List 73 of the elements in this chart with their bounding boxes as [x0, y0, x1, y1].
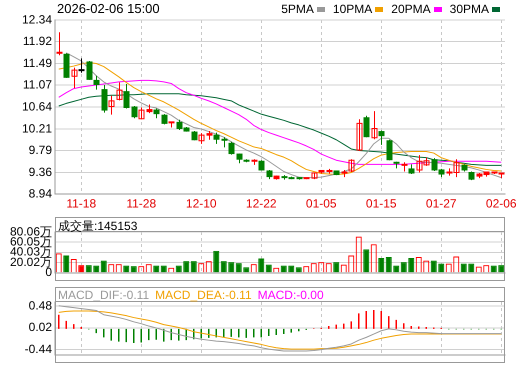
- bar: [213, 250, 220, 272]
- candlestick: [386, 139, 392, 161]
- candlestick: [56, 32, 62, 56]
- y-tick-label: 12.34: [22, 12, 52, 26]
- bar: [386, 257, 392, 272]
- bar: [258, 258, 264, 272]
- candlestick: [364, 115, 370, 138]
- x-tick-label: 01-15: [366, 196, 397, 211]
- bar: [220, 261, 227, 272]
- y-tick-label: 10.64: [22, 99, 52, 114]
- candlestick: [402, 162, 408, 172]
- y-tick-label: -0.44: [24, 342, 52, 356]
- candlestick: [154, 108, 160, 119]
- bar: [400, 262, 407, 272]
- legend-label: 10PMA: [332, 2, 372, 16]
- candlestick: [138, 107, 144, 120]
- candlestick: [266, 169, 272, 180]
- candlestick: [72, 67, 78, 89]
- candlestick: [228, 141, 234, 156]
- candlestick: [86, 60, 92, 80]
- x-tick-label: 01-05: [306, 196, 337, 211]
- bar: [100, 260, 107, 272]
- bar: [378, 258, 384, 272]
- x-tick-label: 12-22: [246, 196, 277, 211]
- candlestick: [162, 114, 168, 125]
- y-tick-label: 0.02: [28, 320, 52, 334]
- text: MACD:-0.00: [258, 288, 324, 302]
- x-tick-label: 01-27: [426, 196, 457, 211]
- y-tick-label: 9.36: [28, 164, 52, 179]
- y-tick-label: 11.07: [22, 77, 52, 92]
- legend-label: 5PMA: [281, 2, 314, 16]
- candlestick: [222, 136, 228, 148]
- candlestick: [408, 164, 414, 175]
- candlestick: [102, 84, 108, 114]
- candlestick: [378, 130, 384, 146]
- chart-title: 成交量:145153: [58, 218, 138, 235]
- candlestick: [108, 95, 114, 116]
- y-tick-label: 9.79: [28, 142, 52, 157]
- bar: [333, 262, 340, 272]
- candlestick: [124, 83, 130, 110]
- candlestick: [198, 132, 204, 144]
- candlestick: [372, 110, 378, 140]
- y-tick-label: 0.48: [28, 298, 52, 313]
- x-tick-label: 12-10: [186, 196, 217, 211]
- y-tick-label: 10.21: [22, 121, 52, 136]
- candlestick: [116, 82, 122, 101]
- series-label: MACD_DIF:-0.11: [58, 288, 150, 302]
- x-tick-label: 02-06: [486, 196, 517, 211]
- candlestick: [356, 118, 362, 152]
- bar: [228, 262, 234, 272]
- y-tick-label: 80.06万: [10, 224, 52, 238]
- legend-label: 30PMA: [450, 2, 489, 16]
- candlestick: [214, 132, 220, 144]
- x-tick-label: 11-28: [126, 196, 156, 211]
- y-tick-label: 8.94: [28, 186, 52, 200]
- candlestick: [94, 75, 100, 90]
- chart-title: 2026-02-06 15:00: [57, 1, 160, 16]
- bar: [183, 261, 190, 272]
- candlestick: [236, 153, 242, 164]
- candlestick: [132, 105, 138, 119]
- bar: [190, 261, 197, 272]
- y-tick-label: 11.49: [22, 56, 52, 70]
- candlestick: [348, 158, 354, 172]
- y-tick-label: 11.92: [22, 34, 52, 48]
- series-label: MACD_DEA:-0.11: [155, 288, 252, 302]
- bar: [430, 260, 437, 272]
- legend-label: 20PMA: [391, 2, 431, 16]
- bar: [408, 258, 414, 272]
- candlestick: [78, 58, 84, 74]
- bar: [363, 249, 370, 272]
- candlestick: [258, 160, 264, 171]
- x-tick-label: 11-18: [66, 196, 96, 211]
- candlestick: [192, 130, 198, 141]
